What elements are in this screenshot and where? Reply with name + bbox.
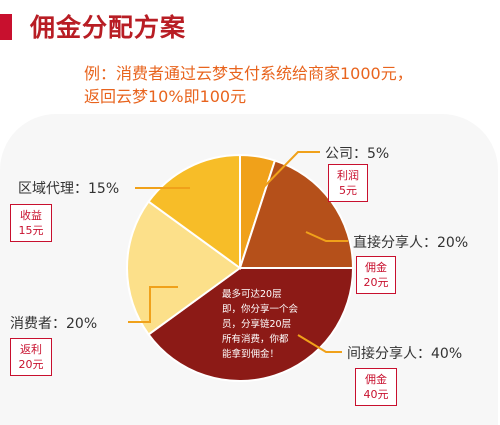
tag-consumer: 返利 20元 xyxy=(10,338,52,376)
annotation-line-4: 所有消费，你都 xyxy=(222,334,289,345)
tag-company-line1: 利润 xyxy=(337,169,359,182)
tag-direct-sharer-line1: 佣金 xyxy=(365,261,387,274)
title-marker xyxy=(0,14,12,40)
tag-regional-agent-line1: 收益 xyxy=(20,209,42,222)
tag-direct-sharer: 佣金 20元 xyxy=(356,256,396,294)
annotation-line-5: 能拿到佣金！ xyxy=(222,349,280,360)
annotation-line-3: 员，分享链20层 xyxy=(222,319,292,330)
leader-consumer xyxy=(128,286,178,323)
label-company: 公司：5% xyxy=(325,146,390,162)
leader-company xyxy=(255,151,320,196)
example-line-2: 返回云梦10%即100元 xyxy=(84,87,247,106)
tag-consumer-line2: 20元 xyxy=(18,358,44,371)
annotation-line-2: 即，你分享一个会 xyxy=(222,304,299,315)
pie-slice-regional-agent xyxy=(147,153,241,270)
leader-indirect-sharer xyxy=(297,334,342,353)
label-direct-sharer: 直接分享人：20% xyxy=(353,235,469,251)
tag-indirect-sharer-line1: 佣金 xyxy=(365,373,387,386)
example-line-1: 例：消费者通过云梦支付系统给商家1000元， xyxy=(84,64,413,83)
tag-indirect-sharer-line2: 40元 xyxy=(363,388,389,401)
tag-indirect-sharer: 佣金 40元 xyxy=(355,368,397,406)
example-text: 例：消费者通过云梦支付系统给商家1000元， 返回云梦10%即100元 xyxy=(84,62,484,108)
tag-company-line2: 5元 xyxy=(339,184,357,197)
page-title: 佣金分配方案 xyxy=(30,13,187,42)
pie-slice-consumer xyxy=(126,200,242,336)
label-consumer: 消费者：20% xyxy=(10,316,98,332)
pie-slice-indirect-sharer xyxy=(147,267,355,382)
pie-annotation: 最多可达20层 即，你分享一个会 员，分享链20层 所有消费，你都 能拿到佣金！ xyxy=(222,287,332,362)
leader-direct-sharer xyxy=(305,231,348,242)
annotation-line-1: 最多可达20层 xyxy=(222,289,282,300)
tag-consumer-line1: 返利 xyxy=(20,343,42,356)
tag-direct-sharer-line2: 20元 xyxy=(363,276,389,289)
label-indirect-sharer: 间接分享人：40% xyxy=(347,346,463,362)
tag-company: 利润 5元 xyxy=(328,164,368,202)
label-regional-agent: 区域代理：15% xyxy=(18,181,120,197)
tag-regional-agent-line2: 15元 xyxy=(18,224,44,237)
tag-regional-agent: 收益 15元 xyxy=(10,204,52,242)
